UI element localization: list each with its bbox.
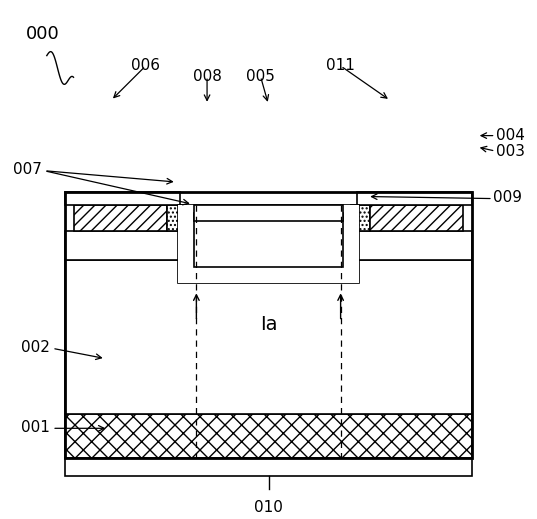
- Bar: [74, 206, 167, 231]
- Bar: [66, 193, 471, 458]
- Text: 004: 004: [496, 128, 525, 143]
- Bar: [66, 414, 471, 458]
- Bar: [351, 206, 370, 231]
- Bar: [66, 458, 471, 476]
- Text: 003: 003: [496, 144, 525, 159]
- Bar: [66, 231, 471, 260]
- Bar: [370, 206, 463, 231]
- Bar: [178, 206, 194, 283]
- Text: 000: 000: [25, 24, 59, 43]
- Text: 005: 005: [246, 69, 275, 84]
- Bar: [178, 267, 359, 283]
- Text: Ia: Ia: [260, 315, 277, 334]
- Bar: [194, 206, 343, 221]
- Bar: [66, 193, 180, 206]
- Bar: [357, 193, 471, 206]
- Text: 002: 002: [20, 340, 49, 355]
- Text: 011: 011: [326, 59, 355, 73]
- Text: 010: 010: [254, 500, 283, 515]
- Bar: [343, 206, 359, 283]
- Text: 008: 008: [193, 69, 221, 84]
- Bar: [66, 260, 471, 414]
- Text: 001: 001: [20, 420, 49, 435]
- Bar: [167, 206, 186, 231]
- Text: 006: 006: [131, 59, 160, 73]
- Text: 007: 007: [12, 161, 41, 176]
- Text: 009: 009: [493, 190, 522, 205]
- Bar: [178, 206, 359, 283]
- Bar: [194, 213, 343, 267]
